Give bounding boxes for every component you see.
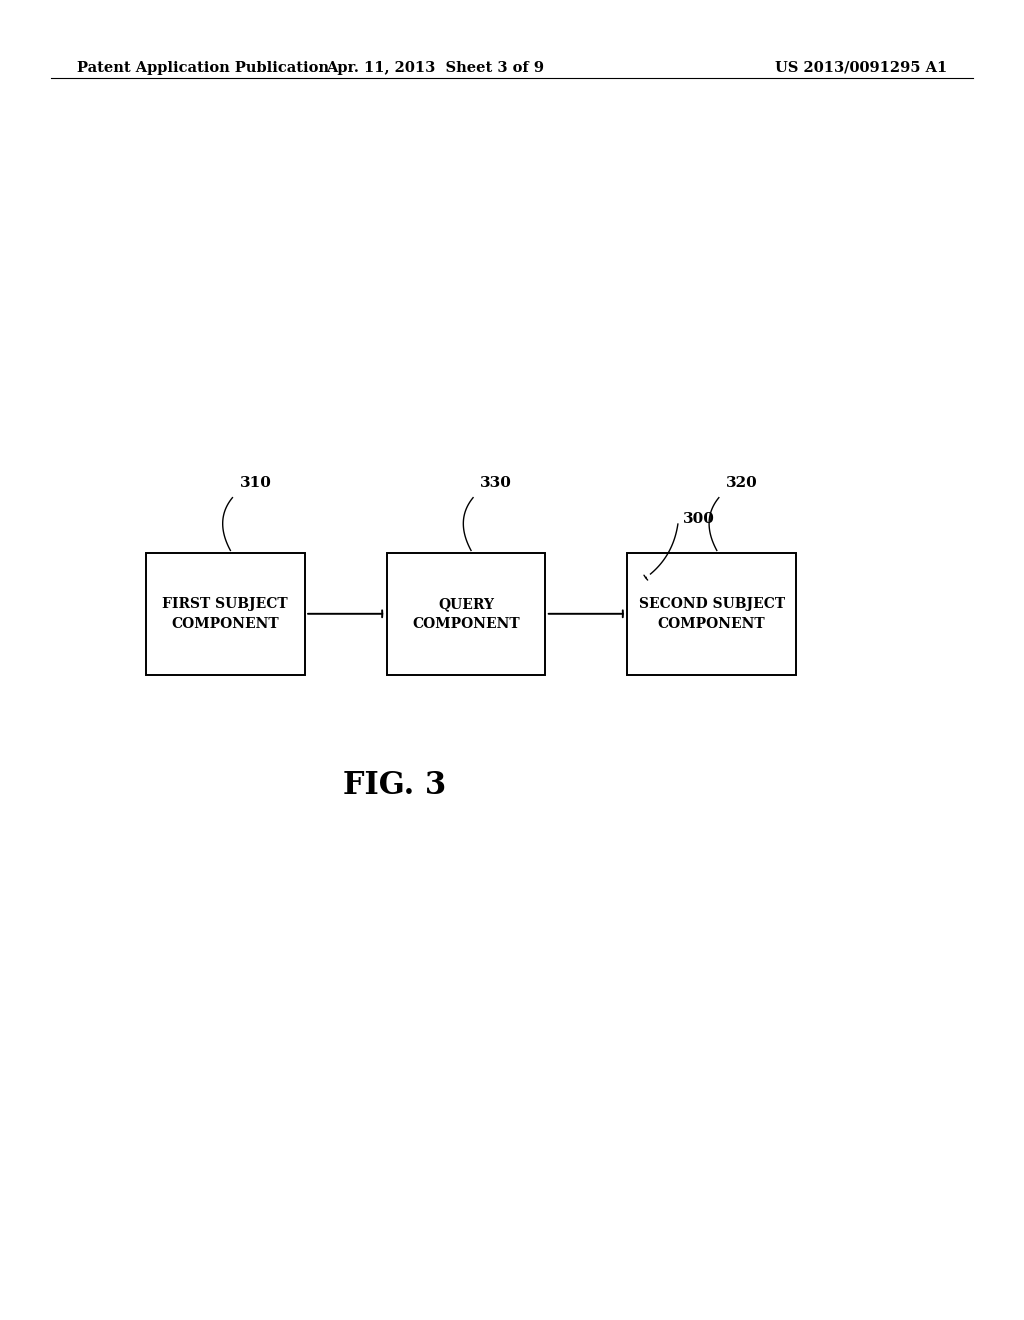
Text: 310: 310 <box>240 475 271 490</box>
Text: US 2013/0091295 A1: US 2013/0091295 A1 <box>775 61 947 75</box>
Text: Apr. 11, 2013  Sheet 3 of 9: Apr. 11, 2013 Sheet 3 of 9 <box>327 61 544 75</box>
Text: 300: 300 <box>683 512 715 525</box>
Text: FIRST SUBJECT
COMPONENT: FIRST SUBJECT COMPONENT <box>163 597 288 631</box>
Bar <box>146 553 305 675</box>
Text: 320: 320 <box>726 475 758 490</box>
Text: 330: 330 <box>480 475 512 490</box>
Text: QUERY
COMPONENT: QUERY COMPONENT <box>412 597 520 631</box>
Text: SECOND SUBJECT
COMPONENT: SECOND SUBJECT COMPONENT <box>639 597 784 631</box>
Text: Patent Application Publication: Patent Application Publication <box>77 61 329 75</box>
Text: FIG. 3: FIG. 3 <box>343 770 445 801</box>
Bar <box>627 553 797 675</box>
Bar <box>387 553 545 675</box>
